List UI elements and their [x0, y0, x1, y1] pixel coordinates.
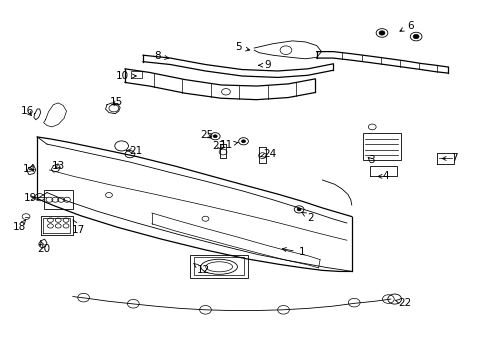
Text: 18: 18 [13, 220, 26, 232]
Circle shape [213, 135, 217, 138]
Text: 8: 8 [154, 51, 168, 61]
Text: 2: 2 [301, 212, 313, 222]
Circle shape [378, 31, 384, 35]
Text: 14: 14 [22, 164, 36, 174]
Text: 23: 23 [212, 141, 225, 151]
Text: 3: 3 [367, 155, 374, 165]
Text: 6: 6 [399, 21, 413, 31]
Text: 19: 19 [23, 193, 37, 203]
Text: 9: 9 [258, 60, 271, 70]
Circle shape [412, 35, 418, 39]
Text: 5: 5 [235, 42, 249, 52]
Text: 25: 25 [200, 130, 213, 140]
Text: 20: 20 [37, 241, 50, 254]
Text: 24: 24 [260, 149, 276, 159]
Circle shape [241, 140, 245, 143]
Text: 17: 17 [72, 220, 85, 235]
Text: 10: 10 [116, 71, 136, 81]
Text: 12: 12 [193, 264, 209, 275]
Text: 21: 21 [126, 145, 142, 156]
Text: 7: 7 [441, 153, 457, 163]
Text: 22: 22 [394, 298, 410, 308]
Text: 4: 4 [377, 171, 388, 181]
Text: 11: 11 [219, 140, 238, 150]
Circle shape [297, 208, 301, 211]
Text: 13: 13 [52, 161, 65, 171]
Text: 1: 1 [282, 247, 305, 257]
Text: 16: 16 [21, 106, 34, 116]
Text: 15: 15 [110, 97, 123, 107]
